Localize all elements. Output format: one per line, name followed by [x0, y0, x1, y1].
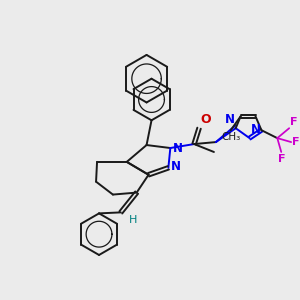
- Text: F: F: [292, 137, 300, 147]
- Text: O: O: [200, 113, 211, 126]
- Text: N: N: [173, 142, 183, 154]
- Text: N: N: [225, 113, 235, 126]
- Text: F: F: [290, 117, 298, 127]
- Text: N: N: [250, 123, 261, 136]
- Text: H: H: [129, 215, 137, 225]
- Text: CH₃: CH₃: [221, 132, 240, 142]
- Text: N: N: [171, 160, 181, 173]
- Text: F: F: [278, 154, 285, 164]
